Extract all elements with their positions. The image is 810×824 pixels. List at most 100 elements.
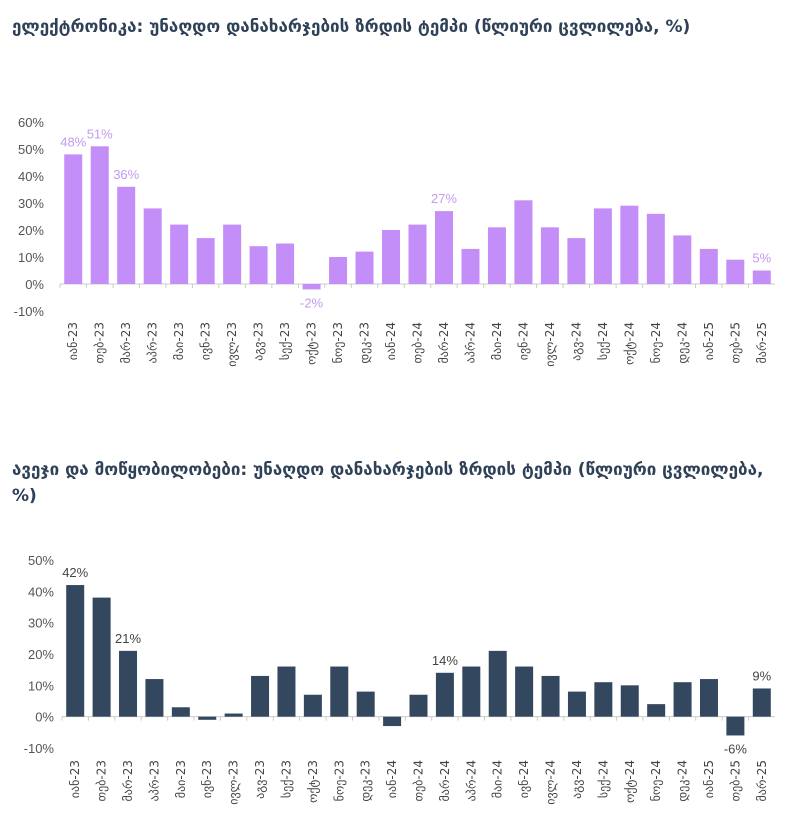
x-tick-label: ნოე-24: [649, 322, 663, 363]
x-tick-label: სექ-24: [596, 760, 610, 798]
bar: [92, 597, 111, 717]
bar: [198, 716, 217, 720]
bar: [330, 666, 349, 717]
y-tick-label: 20%: [28, 647, 54, 662]
x-tick-label: მარ-24: [438, 760, 452, 802]
data-label: 5%: [752, 251, 771, 266]
y-tick-label: 10%: [28, 678, 54, 693]
data-label: -6%: [724, 741, 748, 756]
data-label: 9%: [752, 668, 771, 683]
x-tick-label: ივლ-23: [227, 760, 241, 805]
x-tick-label: დეკ-24: [675, 322, 689, 364]
bar: [434, 211, 453, 284]
bar: [409, 694, 428, 717]
x-tick-label: დეკ-23: [359, 760, 373, 802]
y-tick-label: 50%: [28, 553, 54, 568]
bar: [647, 704, 666, 717]
chart-1-title: ელექტრონიკა: უნაღდო დანახარჯების ზრდის ტ…: [12, 17, 691, 37]
x-tick-label: ივლ-24: [544, 760, 558, 805]
bar: [249, 246, 268, 284]
bar: [251, 675, 270, 717]
bar: [567, 691, 586, 717]
x-tick-label: მარ-25: [755, 760, 769, 802]
x-tick-label: მარ-23: [119, 322, 133, 364]
x-tick-label: თებ-24: [411, 322, 425, 364]
x-tick-label: აგვ-23: [252, 322, 266, 361]
x-tick-label: იან-25: [702, 760, 716, 798]
y-tick-label: 40%: [28, 584, 54, 599]
bar: [382, 230, 401, 284]
x-tick-label: დეკ-24: [676, 760, 690, 802]
bar: [170, 224, 189, 284]
x-tick-label: ნოე-23: [332, 760, 346, 801]
bar: [514, 200, 533, 284]
bar: [119, 650, 138, 717]
y-tick-label: -10%: [14, 304, 45, 319]
bar: [383, 716, 402, 727]
x-tick-label: იან-23: [68, 760, 82, 798]
data-label: -2%: [300, 295, 324, 310]
x-tick-label: იან-25: [702, 322, 716, 360]
chart-2-title: ავეჯი და მოწყობილობები: უნაღდო დანახარჯე…: [12, 460, 764, 506]
bar: [277, 666, 296, 717]
bar: [171, 707, 190, 717]
data-label: 36%: [113, 167, 139, 182]
x-tick-label: მარ-24: [437, 322, 451, 364]
x-tick-label: იან-23: [66, 322, 80, 360]
bar: [145, 679, 164, 717]
bar: [567, 238, 586, 284]
bar: [620, 685, 639, 717]
x-tick-label: მაი-23: [172, 322, 186, 360]
bar: [143, 208, 162, 284]
x-tick-label: თებ-23: [93, 322, 107, 364]
bar: [752, 688, 771, 717]
x-tick-label: მაი-23: [174, 760, 188, 798]
y-tick-label: 40%: [18, 169, 44, 184]
y-tick-label: 0%: [35, 710, 54, 725]
y-tick-label: 60%: [18, 115, 44, 130]
x-tick-label: აპრ-23: [147, 760, 161, 801]
x-tick-label: ივლ-23: [225, 322, 239, 367]
x-tick-label: მაი-24: [491, 760, 505, 798]
x-tick-label: ივნ-24: [516, 322, 530, 360]
bar: [66, 585, 85, 717]
bar: [488, 650, 507, 717]
bar: [699, 679, 718, 717]
bar: [461, 248, 480, 284]
bar: [90, 146, 109, 284]
x-tick-label: დეკ-23: [358, 322, 372, 364]
data-label: 42%: [62, 565, 88, 580]
x-tick-label: სექ-23: [278, 322, 292, 360]
x-tick-label: აპრ-23: [146, 322, 160, 363]
x-tick-label: ოქტ-24: [623, 760, 637, 803]
bar: [117, 186, 136, 284]
x-tick-label: აპრ-24: [464, 760, 478, 801]
bar: [196, 238, 215, 284]
x-tick-label: იან-24: [385, 760, 399, 798]
bar: [515, 666, 534, 717]
x-tick-label: თებ-25: [728, 760, 742, 802]
x-tick-label: იან-24: [384, 322, 398, 360]
x-tick-label: ოქტ-23: [305, 322, 319, 365]
bar: [726, 259, 745, 284]
x-tick-label: აგვ-24: [570, 760, 584, 799]
bar: [673, 682, 692, 717]
x-tick-label: ნოე-24: [649, 760, 663, 801]
x-tick-label: ნოე-23: [331, 322, 345, 363]
bar: [726, 716, 745, 736]
bar: [355, 251, 374, 284]
bar: [356, 691, 375, 717]
bar: [303, 694, 322, 717]
bar: [223, 224, 242, 284]
data-label: 48%: [60, 134, 86, 149]
bar: [699, 248, 718, 284]
y-tick-label: 50%: [18, 142, 44, 157]
y-tick-label: 30%: [18, 196, 44, 211]
bar: [224, 713, 243, 717]
x-tick-label: აპრ-24: [463, 322, 477, 363]
y-tick-label: 30%: [28, 616, 54, 631]
x-tick-label: ოქტ-23: [306, 760, 320, 803]
x-tick-label: თებ-23: [95, 760, 109, 802]
bar: [435, 672, 454, 717]
